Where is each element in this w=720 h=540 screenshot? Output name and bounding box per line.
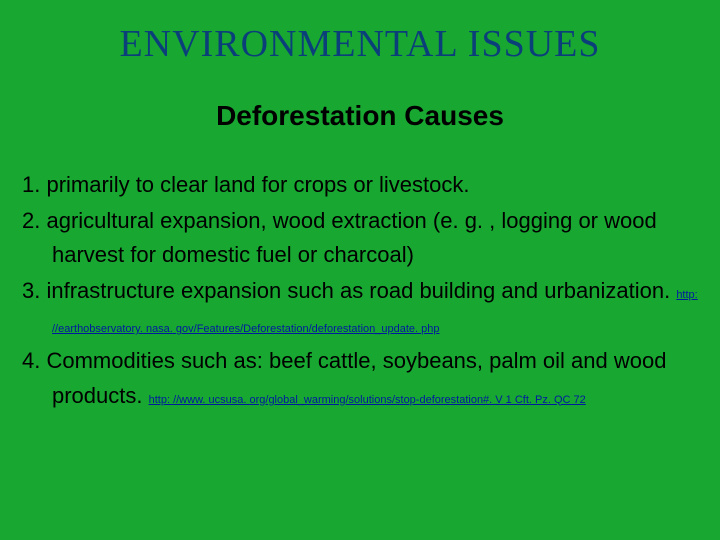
item-number: 3.	[22, 278, 46, 303]
causes-list: 1. primarily to clear land for crops or …	[22, 168, 698, 413]
list-item: 1. primarily to clear land for crops or …	[22, 168, 698, 202]
slide-title: ENVIRONMENTAL ISSUES	[0, 0, 720, 66]
slide: ENVIRONMENTAL ISSUES Deforestation Cause…	[0, 0, 720, 540]
item-text: primarily to clear land for crops or liv…	[46, 172, 469, 197]
list-item: 4. Commodities such as: beef cattle, soy…	[22, 344, 698, 412]
slide-subtitle: Deforestation Causes	[0, 100, 720, 132]
list-item: 3. infrastructure expansion such as road…	[22, 274, 698, 342]
item-number: 2.	[22, 208, 46, 233]
reference-link[interactable]: http: //www. ucsusa. org/global_warming/…	[149, 394, 586, 406]
item-number: 4.	[22, 348, 46, 373]
list-item: 2. agricultural expansion, wood extracti…	[22, 204, 698, 272]
item-number: 1.	[22, 172, 46, 197]
item-text: agricultural expansion, wood extraction …	[46, 208, 656, 267]
item-text: infrastructure expansion such as road bu…	[46, 278, 676, 303]
